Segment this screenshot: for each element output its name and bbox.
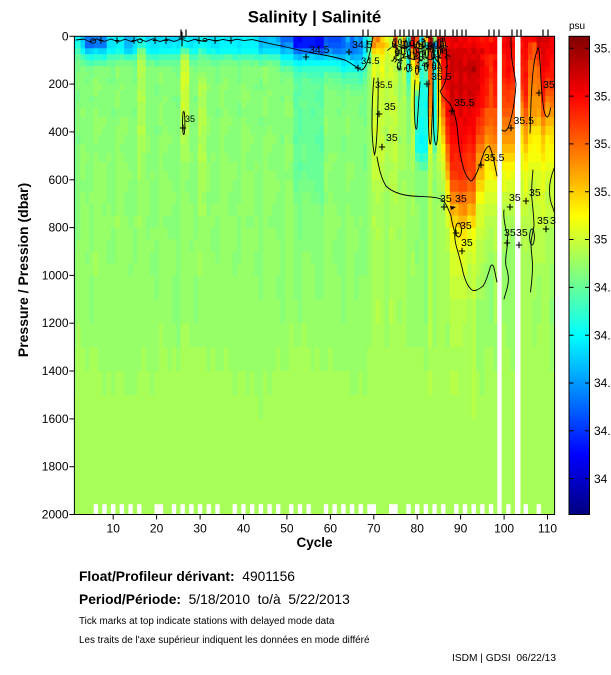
svg-text:200: 200: [48, 77, 68, 91]
svg-text:35.5: 35.5: [514, 115, 535, 127]
svg-text:Salinity | Salinité: Salinity | Salinité: [248, 8, 381, 27]
svg-text:35: 35: [594, 233, 608, 247]
svg-text:45: 45: [422, 62, 430, 69]
svg-text:400: 400: [48, 125, 68, 139]
svg-text:45: 45: [440, 49, 448, 56]
svg-text:35: 35: [509, 192, 521, 204]
svg-text:5: 5: [422, 50, 426, 57]
svg-text:35: 35: [543, 79, 555, 91]
svg-text:35: 35: [426, 45, 434, 52]
svg-text:ISDM | GDSI 06/22/13: ISDM | GDSI 06/22/13: [452, 653, 556, 664]
svg-text:psu: psu: [569, 21, 585, 32]
svg-text:70: 70: [367, 522, 381, 536]
svg-text:3: 3: [550, 215, 556, 227]
svg-text:35.4: 35.4: [594, 137, 611, 151]
svg-text:35: 35: [537, 215, 549, 227]
svg-text:35.2: 35.2: [594, 185, 611, 199]
svg-text:35: 35: [461, 237, 473, 249]
svg-text:35.6: 35.6: [594, 89, 611, 103]
svg-text:Cycle: Cycle: [296, 535, 333, 550]
svg-text:Period/Période: 5/18/2010 to: Period/Période: 5/18/2010 to/à 5/22/2013: [79, 592, 350, 607]
svg-text:800: 800: [48, 221, 68, 235]
svg-text:20: 20: [150, 522, 164, 536]
svg-text:34.5: 34.5: [309, 44, 330, 56]
svg-text:80: 80: [411, 522, 425, 536]
svg-text:35.5: 35.5: [484, 152, 505, 164]
svg-text:34.4: 34.4: [594, 376, 611, 390]
svg-text:35: 35: [384, 101, 396, 113]
svg-text:35: 35: [386, 132, 398, 144]
svg-text:34.5: 34.5: [352, 39, 373, 51]
svg-text:4: 4: [397, 50, 401, 57]
svg-text:4: 4: [440, 38, 444, 45]
svg-text:1800: 1800: [42, 460, 69, 474]
svg-text:Les traits de l'axe supérieur: Les traits de l'axe supérieur indiquent …: [79, 635, 370, 646]
svg-text:35: 35: [516, 227, 528, 239]
svg-text:1200: 1200: [42, 316, 69, 330]
svg-text:35.5: 35.5: [375, 80, 393, 90]
svg-text:35: 35: [529, 187, 541, 199]
svg-text:34.8: 34.8: [594, 281, 611, 295]
svg-text:3: 3: [433, 65, 437, 72]
svg-text:35: 35: [185, 114, 195, 124]
svg-text:34.2: 34.2: [594, 424, 611, 438]
svg-text:5: 5: [422, 50, 426, 57]
svg-text:34.6: 34.6: [594, 328, 611, 342]
svg-text:3: 3: [398, 65, 402, 72]
svg-text:100: 100: [494, 522, 514, 536]
svg-text:3: 3: [441, 43, 445, 50]
svg-text:Float/Profileur dérivant: 490: Float/Profileur dérivant: 4901156: [79, 569, 295, 584]
svg-text:60: 60: [324, 522, 338, 536]
svg-text:3: 3: [394, 47, 398, 54]
svg-text:30: 30: [193, 522, 207, 536]
svg-text:35: 35: [460, 220, 472, 232]
svg-text:Tick marks at top indicate sta: Tick marks at top indicate stations with…: [79, 616, 335, 627]
svg-text:600: 600: [48, 173, 68, 187]
svg-text:1400: 1400: [42, 364, 69, 378]
svg-text:34.5: 34.5: [361, 56, 380, 67]
svg-text:35: 35: [504, 227, 516, 239]
svg-text:4: 4: [431, 43, 435, 50]
svg-text:10: 10: [107, 522, 121, 536]
svg-text:1600: 1600: [42, 412, 69, 426]
svg-text:34: 34: [594, 472, 608, 486]
svg-text:50: 50: [280, 522, 294, 536]
svg-text:35.5: 35.5: [431, 71, 452, 83]
svg-text:45: 45: [428, 48, 436, 55]
svg-text:35: 35: [440, 193, 452, 205]
svg-text:3: 3: [439, 66, 443, 73]
svg-text:1000: 1000: [42, 268, 69, 282]
svg-text:110: 110: [538, 522, 557, 536]
svg-text:35: 35: [455, 193, 467, 205]
svg-text:2000: 2000: [42, 508, 69, 522]
svg-text:90: 90: [454, 522, 468, 536]
svg-text:0: 0: [62, 29, 69, 43]
svg-text:35.8: 35.8: [594, 42, 611, 56]
svg-text:40: 40: [237, 522, 251, 536]
svg-text:5: 5: [409, 64, 413, 71]
svg-text:Pressure / Pression (dbar): Pressure / Pression (dbar): [15, 183, 31, 357]
svg-text:35.5: 35.5: [454, 97, 475, 109]
